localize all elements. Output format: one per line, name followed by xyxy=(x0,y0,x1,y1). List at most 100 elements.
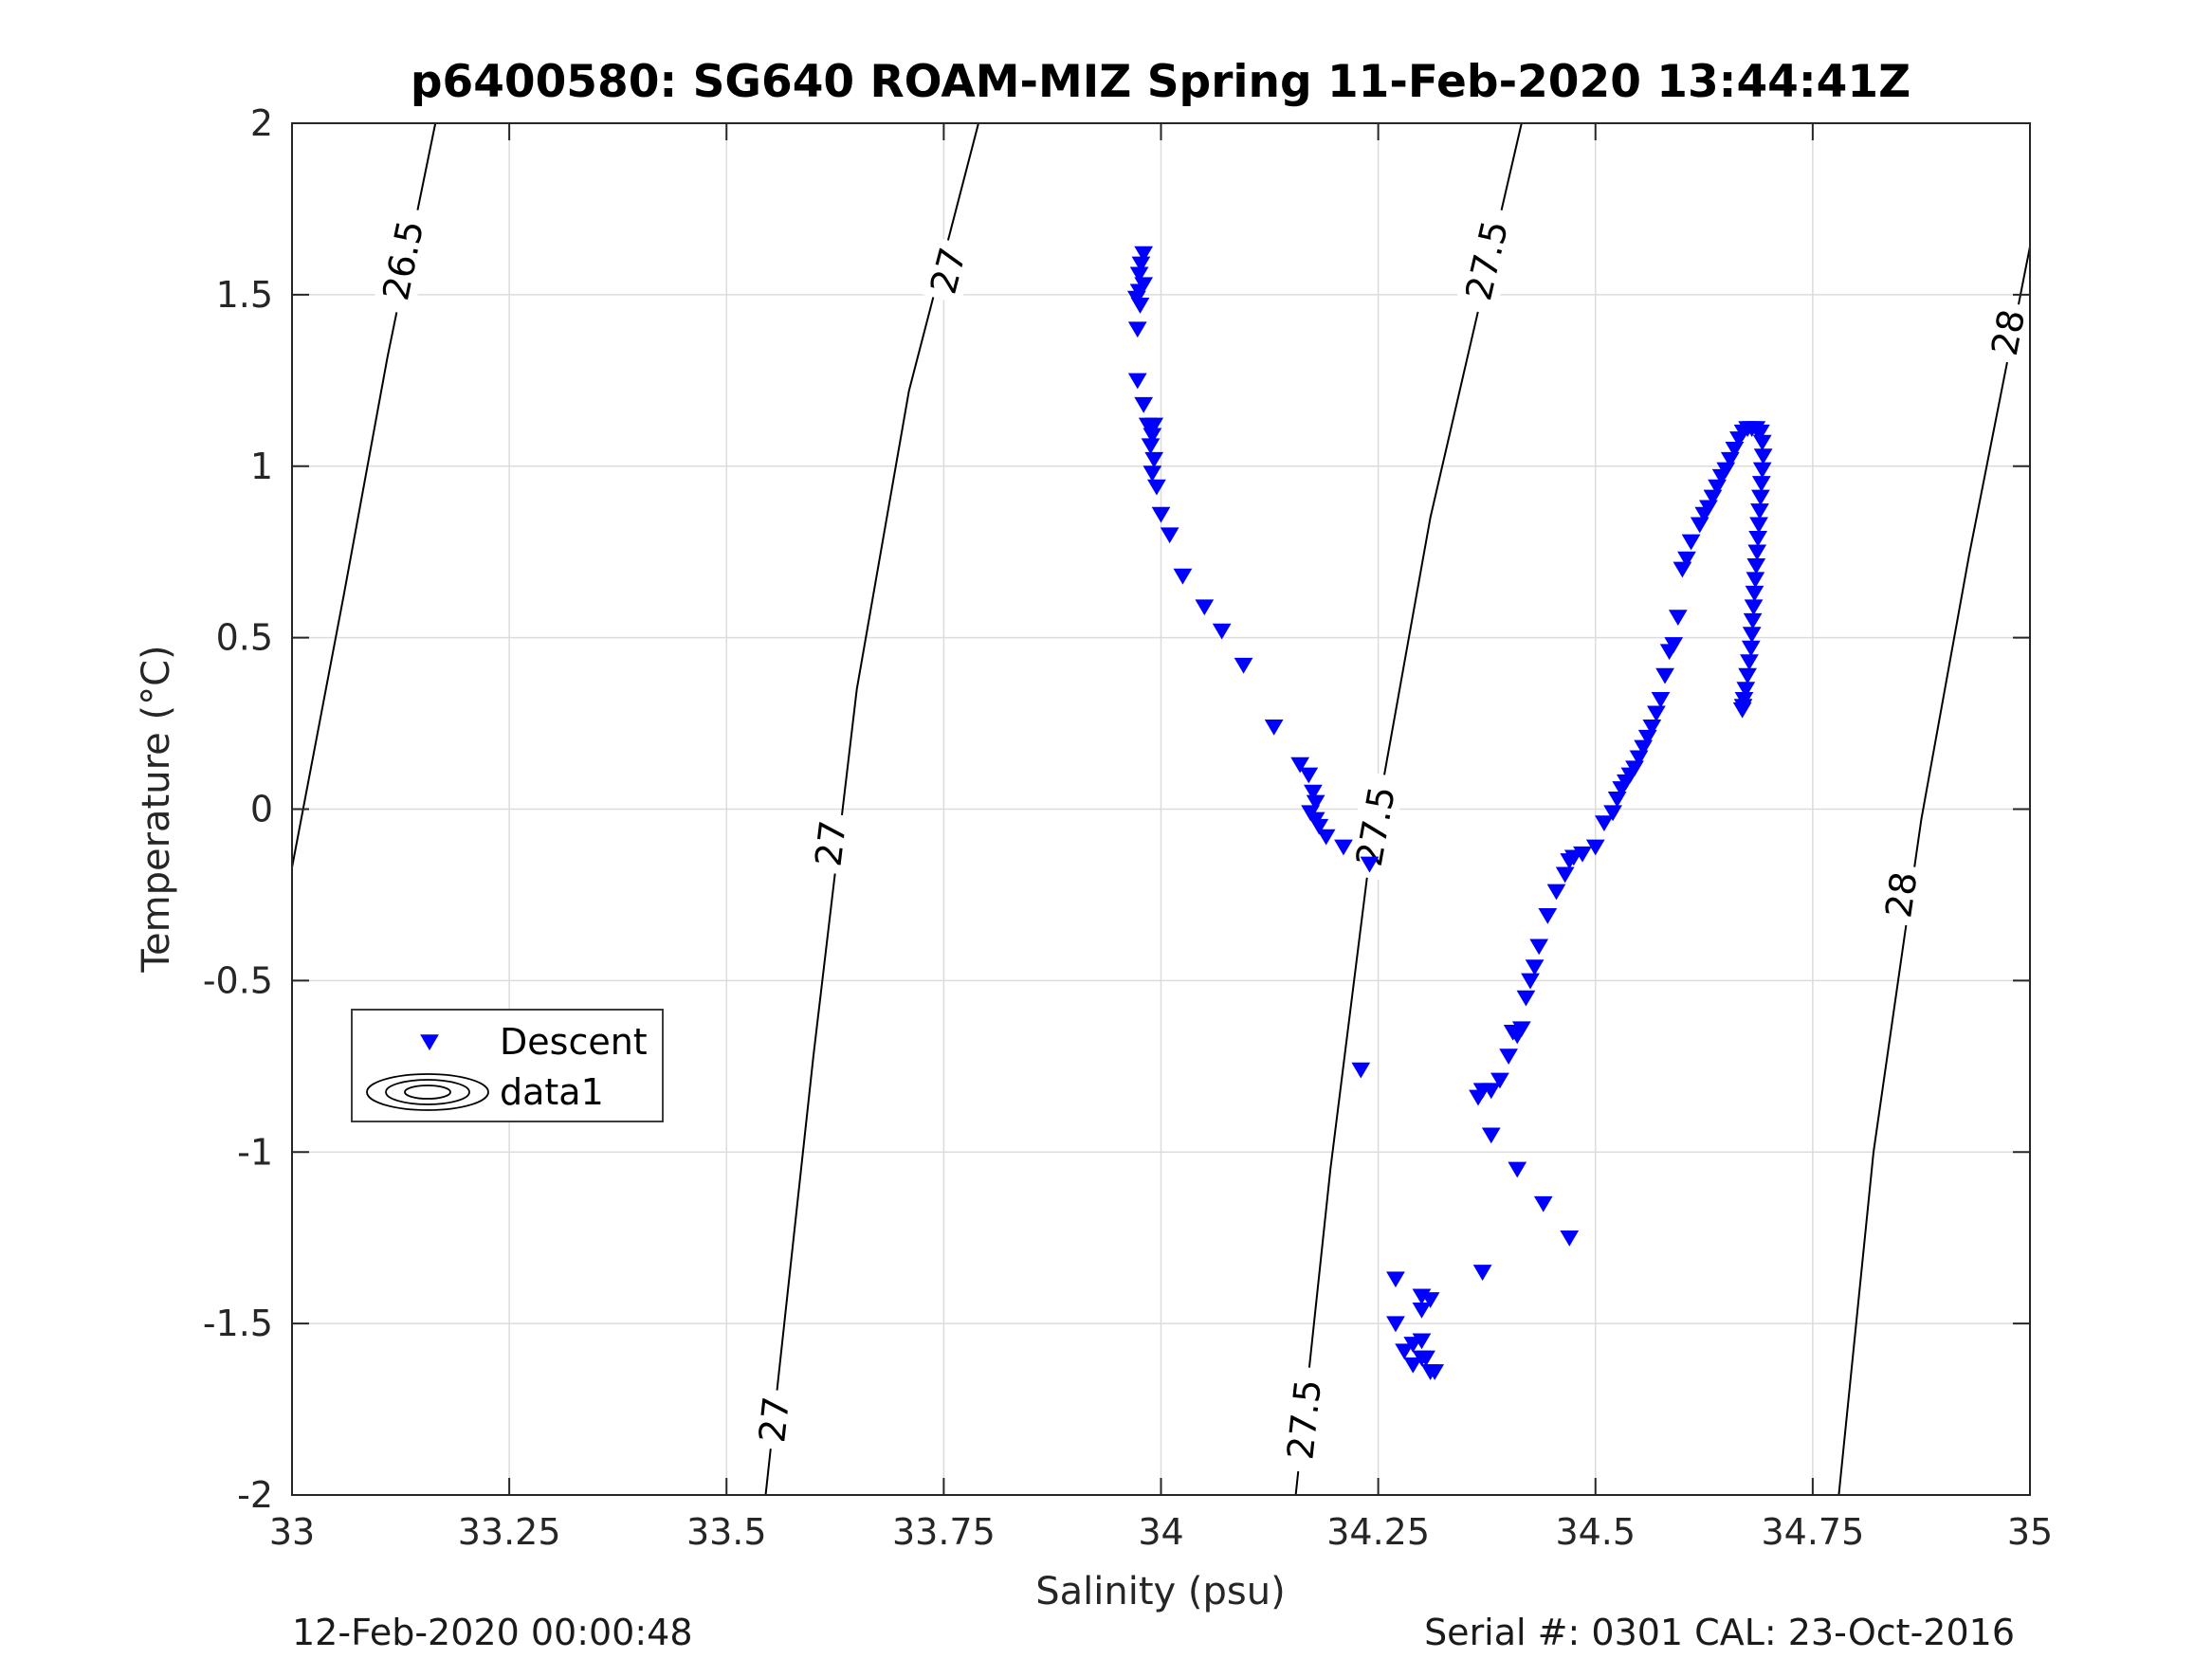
descent-point xyxy=(1412,1302,1432,1319)
descent-point xyxy=(1555,866,1575,884)
y-tick-label: 0 xyxy=(250,789,273,830)
legend: Descent data1 xyxy=(351,1009,664,1122)
chart-title: p6400580: SG640 ROAM-MIZ Spring 11-Feb-2… xyxy=(411,56,1910,108)
descent-point xyxy=(1131,256,1151,273)
descent-point xyxy=(1299,767,1319,784)
legend-contour-icon xyxy=(404,1085,451,1100)
contour-label-group: 27 xyxy=(920,237,977,305)
descent-point xyxy=(1533,1195,1553,1212)
x-tick-label: 34.25 xyxy=(1326,1511,1430,1553)
descent-point xyxy=(1538,907,1558,924)
descent-point xyxy=(1127,321,1147,338)
contour-label-gap xyxy=(806,811,855,876)
descent-point xyxy=(1144,451,1164,468)
x-tick-label: 34 xyxy=(1138,1511,1183,1553)
descent-point xyxy=(1752,462,1772,479)
descent-point xyxy=(1743,612,1763,629)
descent-point xyxy=(1134,246,1154,263)
contour-label-group: 28 xyxy=(1876,863,1927,927)
y-tick-label: -0.5 xyxy=(203,959,273,1001)
contour-label-gap xyxy=(1454,205,1520,317)
y-tick-label: 1 xyxy=(250,446,273,487)
x-tick-label: 33.25 xyxy=(458,1511,561,1553)
contour-label-group: 27 xyxy=(750,1388,798,1451)
descent-point xyxy=(1395,1343,1414,1360)
contour-label-gap xyxy=(1277,1365,1331,1474)
descent-point xyxy=(1412,1333,1432,1350)
legend-contour-icon xyxy=(366,1073,489,1111)
descent-point xyxy=(1508,1161,1527,1178)
descent-point xyxy=(1290,757,1310,774)
descent-point xyxy=(1751,476,1771,492)
descent-point xyxy=(1511,1021,1531,1038)
descent-point xyxy=(1499,1048,1518,1066)
descent-point xyxy=(1746,572,1765,589)
contour-label-gap xyxy=(1876,863,1927,927)
legend-label-data1: data1 xyxy=(500,1071,604,1113)
descent-point xyxy=(1144,417,1164,434)
descent-point xyxy=(1143,428,1162,445)
descent-point xyxy=(1316,829,1336,846)
descent-point xyxy=(1677,551,1696,568)
descent-point xyxy=(1752,434,1772,451)
descent-point xyxy=(1490,1072,1509,1089)
descent-point xyxy=(1744,599,1764,616)
descent-point xyxy=(1521,973,1540,990)
contour-label-group: 27 xyxy=(806,811,855,876)
descent-point xyxy=(1746,557,1766,574)
x-tick-label: 34.75 xyxy=(1761,1511,1864,1553)
descent-point xyxy=(1309,818,1329,835)
x-tick-label: 33.75 xyxy=(892,1511,996,1553)
contour-label: 28 xyxy=(1877,869,1925,921)
descent-point xyxy=(1151,506,1171,523)
descent-point xyxy=(1750,503,1769,520)
descent-point xyxy=(1141,438,1161,455)
descent-point xyxy=(1753,448,1773,465)
y-tick-label: -1.5 xyxy=(203,1303,273,1344)
contour-label-gap xyxy=(1345,771,1406,882)
descent-point xyxy=(1751,489,1770,506)
y-tick-label: 1.5 xyxy=(216,274,273,316)
descent-point xyxy=(1306,794,1325,811)
descent-point xyxy=(1745,585,1764,602)
contour-label: 27 xyxy=(751,1395,797,1445)
descent-point xyxy=(1642,719,1662,736)
descent-point xyxy=(1749,517,1768,534)
descent-point xyxy=(1736,682,1756,698)
contour-label-gap xyxy=(920,237,977,305)
y-tick-label: 0.5 xyxy=(216,617,273,659)
contour-label-gap xyxy=(750,1388,798,1451)
descent-point xyxy=(1195,599,1215,616)
descent-point xyxy=(1573,846,1592,863)
descent-point xyxy=(1127,373,1147,390)
descent-point xyxy=(1420,1292,1440,1308)
descent-point xyxy=(1516,990,1536,1007)
descent-point xyxy=(1304,784,1323,801)
descent-point xyxy=(1481,1083,1501,1100)
descent-point xyxy=(1655,667,1674,684)
gridlines xyxy=(292,123,2030,1495)
descent-point xyxy=(1651,692,1671,708)
descent-point xyxy=(1546,884,1566,901)
contour-label-gap xyxy=(372,205,434,317)
y-tick-label: -2 xyxy=(237,1474,273,1516)
descent-point xyxy=(1143,465,1162,483)
x-axis-label: Salinity (psu) xyxy=(1035,1570,1285,1613)
descent-point xyxy=(1525,959,1545,975)
legend-contour-icon xyxy=(385,1079,470,1105)
contour-line xyxy=(1837,246,2031,1496)
descent-point xyxy=(1740,654,1759,671)
descent-point xyxy=(1668,610,1688,627)
descent-point xyxy=(1360,856,1380,873)
x-tick-label: 34.5 xyxy=(1555,1511,1636,1553)
contour-label-gap xyxy=(1982,300,2035,366)
descent-point xyxy=(1403,1357,1423,1374)
footer-serial-cal: Serial #: 0301 CAL: 23-Oct-2016 xyxy=(1424,1612,2015,1653)
descent-point xyxy=(1748,531,1768,547)
y-axis-label: Temperature (°C) xyxy=(135,645,178,973)
descent-point xyxy=(1234,657,1253,674)
descent-point xyxy=(1603,805,1622,822)
y-tick-label: 2 xyxy=(250,102,273,144)
x-tick-label: 33.5 xyxy=(686,1511,767,1553)
